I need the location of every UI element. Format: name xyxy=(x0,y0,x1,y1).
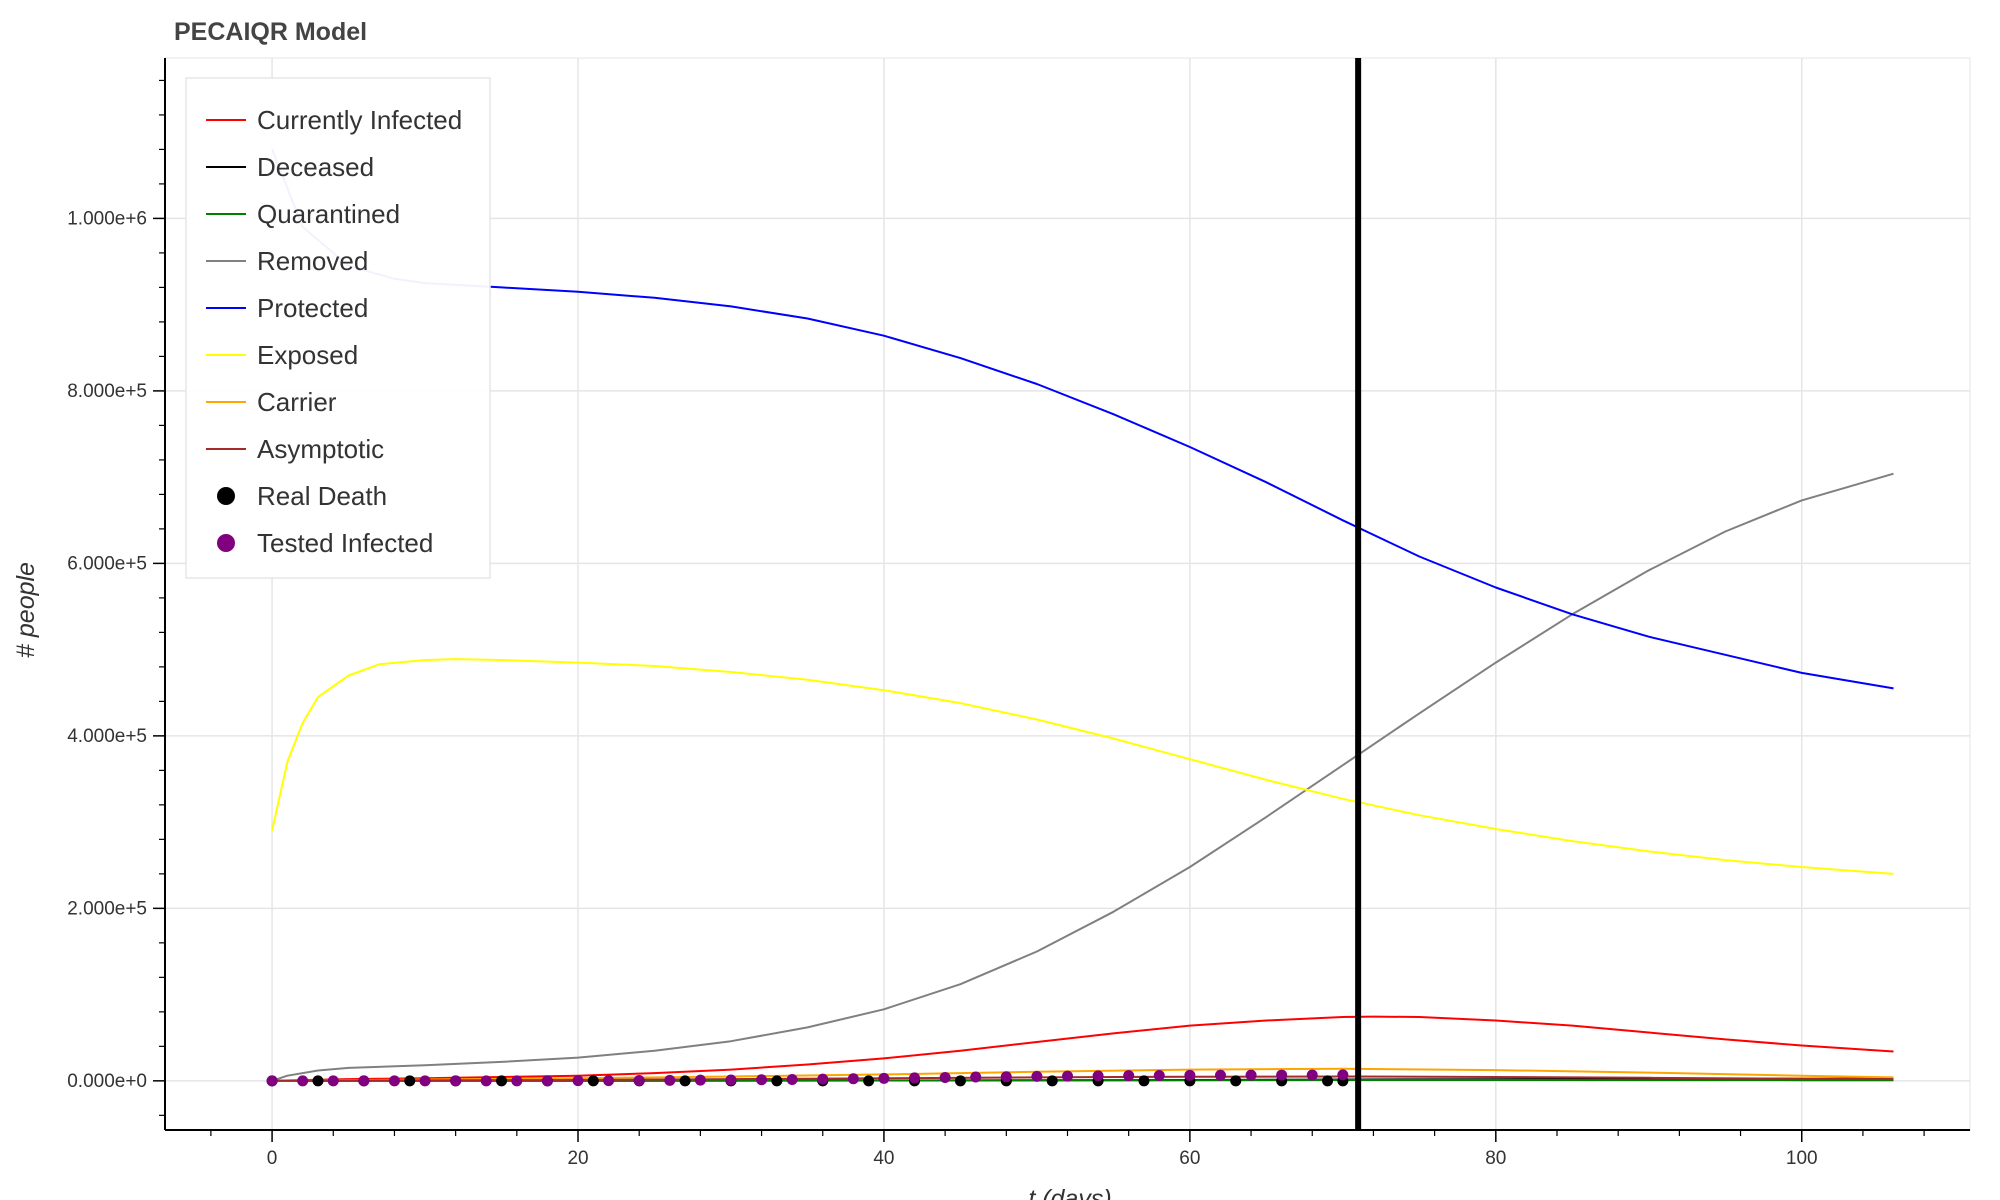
y-tick-label: 0.000e+0 xyxy=(67,1071,147,1092)
legend-label-quarantined: Quarantined xyxy=(257,199,400,229)
point-tested-infected xyxy=(480,1075,492,1087)
legend-label-real-death: Real Death xyxy=(257,481,387,511)
point-tested-infected xyxy=(1245,1069,1257,1081)
point-tested-infected xyxy=(1184,1069,1196,1081)
legend-label-tested-infected: Tested Infected xyxy=(257,528,433,558)
point-tested-infected xyxy=(297,1075,309,1087)
legend-box xyxy=(185,77,491,579)
point-tested-infected xyxy=(1276,1069,1288,1081)
y-tick-label: 6.000e+5 xyxy=(67,553,147,574)
point-tested-infected xyxy=(1337,1069,1349,1081)
series-line-currently-infected xyxy=(272,1015,1894,1082)
legend: Currently Infected Deceased Quarantined Rem… xyxy=(185,77,491,579)
legend-label-asymptotic: Asymptotic xyxy=(257,434,384,464)
x-tick-label: 0 xyxy=(267,1148,278,1169)
point-real-death xyxy=(679,1075,691,1087)
point-tested-infected xyxy=(541,1075,553,1087)
point-real-death xyxy=(863,1075,875,1087)
series-line-exposed xyxy=(271,658,1894,875)
point-tested-infected xyxy=(572,1075,584,1087)
point-tested-infected xyxy=(1306,1069,1318,1081)
point-tested-infected xyxy=(1000,1071,1012,1083)
y-tick-label: 2.000e+5 xyxy=(67,898,147,919)
legend-swatch-real-death xyxy=(217,487,235,505)
point-tested-infected xyxy=(909,1072,921,1084)
x-axis-label: t (days) xyxy=(1028,1185,1111,1200)
point-tested-infected xyxy=(450,1075,462,1087)
legend-label-deceased: Deceased xyxy=(257,152,374,182)
chart-title: PECAIQR Model xyxy=(174,18,368,46)
point-tested-infected xyxy=(1123,1070,1135,1082)
point-tested-infected xyxy=(1031,1070,1043,1082)
x-tick-label: 20 xyxy=(567,1148,588,1169)
point-tested-infected xyxy=(694,1074,706,1086)
point-real-death xyxy=(771,1075,783,1087)
x-tick-label: 80 xyxy=(1485,1148,1506,1169)
point-real-death xyxy=(954,1075,966,1087)
point-tested-infected xyxy=(725,1074,737,1086)
point-tested-infected xyxy=(970,1071,982,1083)
legend-label-removed: Removed xyxy=(257,246,368,276)
point-tested-infected xyxy=(1153,1069,1165,1081)
point-tested-infected xyxy=(603,1075,615,1087)
point-tested-infected xyxy=(266,1075,278,1087)
point-tested-infected xyxy=(511,1075,523,1087)
point-tested-infected xyxy=(1214,1069,1226,1081)
point-tested-infected xyxy=(1092,1070,1104,1082)
series-line-removed xyxy=(271,472,1894,1082)
point-real-death xyxy=(312,1075,324,1087)
point-real-death xyxy=(496,1075,508,1087)
point-tested-infected xyxy=(419,1075,431,1087)
x-tick-label: 60 xyxy=(1179,1148,1200,1169)
axes-layer: 0 20 40 60 80 100 0.000e+0 2.000e+5 4.000e+5 6.00… xyxy=(67,58,1970,1169)
point-tested-infected xyxy=(664,1074,676,1086)
point-tested-infected xyxy=(1062,1070,1073,1082)
point-tested-infected xyxy=(939,1071,951,1083)
x-tick-label: 100 xyxy=(1786,1148,1818,1169)
point-real-death xyxy=(404,1075,416,1087)
point-tested-infected xyxy=(327,1075,339,1087)
point-real-death xyxy=(1322,1075,1334,1087)
point-real-death xyxy=(1046,1075,1058,1087)
point-real-death xyxy=(1230,1075,1242,1087)
series-line-carrier xyxy=(272,1067,1894,1082)
y-tick-label: 1.000e+6 xyxy=(67,208,147,229)
point-tested-infected xyxy=(786,1073,798,1085)
y-tick-label: 4.000e+5 xyxy=(67,726,147,747)
legend-label-protected: Protected xyxy=(257,293,368,323)
point-tested-infected xyxy=(847,1073,859,1085)
point-tested-infected xyxy=(817,1073,829,1085)
point-real-death xyxy=(1138,1075,1150,1087)
point-tested-infected xyxy=(756,1074,768,1086)
legend-label-carrier: Carrier xyxy=(257,387,337,417)
point-real-death xyxy=(587,1075,599,1087)
point-tested-infected xyxy=(633,1074,645,1086)
legend-label-currently-infected: Currently Infected xyxy=(257,105,462,135)
y-axis-label: # people xyxy=(12,562,40,658)
legend-label-exposed: Exposed xyxy=(257,340,358,370)
y-tick-label: 8.000e+5 xyxy=(67,381,147,402)
point-tested-infected xyxy=(388,1075,400,1087)
point-tested-infected xyxy=(358,1075,370,1087)
point-tested-infected xyxy=(878,1072,890,1084)
legend-swatch-tested-infected xyxy=(217,534,235,552)
x-tick-label: 40 xyxy=(873,1148,894,1169)
